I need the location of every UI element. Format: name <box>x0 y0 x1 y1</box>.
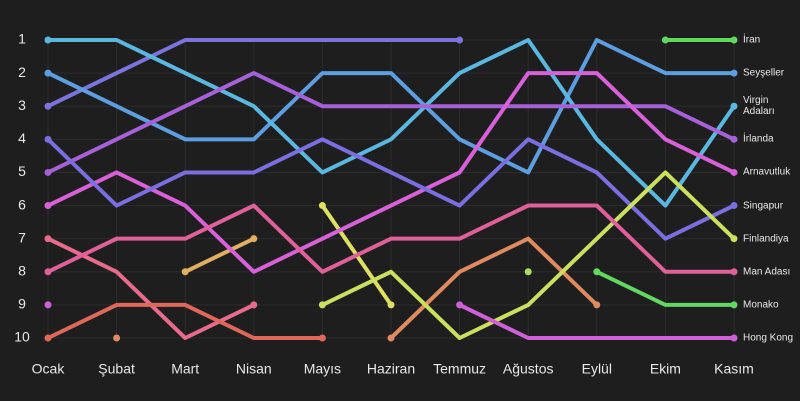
point <box>661 36 669 44</box>
series-line <box>46 137 736 241</box>
point <box>730 301 738 309</box>
y-tick-label: 4 <box>18 130 26 146</box>
point <box>456 301 464 309</box>
x-tick-label: Ekim <box>650 361 681 377</box>
x-tick-label: Temmuz <box>433 361 486 377</box>
x-tick-label: Şubat <box>98 361 135 377</box>
point <box>44 168 52 176</box>
x-tick-label: Mayıs <box>304 361 341 377</box>
series-line <box>594 269 736 307</box>
point <box>456 36 464 44</box>
point <box>730 36 738 44</box>
point <box>593 268 601 276</box>
y-tick-label: 9 <box>18 296 26 312</box>
series-line <box>46 38 736 208</box>
point <box>44 135 52 143</box>
x-tick-label: Nisan <box>236 361 272 377</box>
point <box>44 102 52 110</box>
point <box>44 301 52 309</box>
y-tick-label: 7 <box>18 229 26 245</box>
y-tick-label: 8 <box>18 262 26 278</box>
series-label: Virgin Adaları <box>743 95 775 118</box>
y-tick-label: 6 <box>18 196 26 212</box>
point <box>44 235 52 243</box>
series-label: Finlandiya <box>743 233 789 245</box>
x-tick-label: Mart <box>171 361 199 377</box>
point <box>730 168 738 176</box>
y-tick-label: 5 <box>18 163 26 179</box>
x-tick-label: Ocak <box>32 361 66 377</box>
series-line <box>46 38 736 175</box>
series-label: İrlanda <box>743 133 774 145</box>
y-tick-label: 3 <box>18 97 26 113</box>
point <box>318 301 326 309</box>
point <box>730 135 738 143</box>
point <box>181 268 189 276</box>
point <box>44 268 52 276</box>
point <box>387 301 395 309</box>
series-line <box>320 170 736 340</box>
series-label: Seyşeller <box>743 67 785 79</box>
point <box>730 334 738 342</box>
point <box>318 334 326 342</box>
series-line <box>46 71 736 175</box>
series-line <box>46 38 462 109</box>
series-line <box>457 302 736 340</box>
point <box>593 301 601 309</box>
point <box>44 202 52 210</box>
point <box>44 36 52 44</box>
x-tick-label: Ağustos <box>503 361 554 377</box>
series-line <box>46 71 736 274</box>
series-line <box>46 203 736 274</box>
series-label: Arnavutluk <box>743 166 791 178</box>
x-tick-label: Eylül <box>582 361 612 377</box>
y-tick-label: 1 <box>18 31 26 47</box>
point <box>730 202 738 210</box>
point <box>524 268 532 276</box>
series-label: Hong Kong <box>743 332 794 344</box>
series-label: Man Adası <box>743 266 791 278</box>
point <box>730 102 738 110</box>
point <box>250 301 258 309</box>
point <box>730 235 738 243</box>
series-label: Monako <box>743 299 779 311</box>
point <box>318 202 326 210</box>
point <box>250 235 258 243</box>
x-tick-label: Haziran <box>367 361 415 377</box>
point <box>44 334 52 342</box>
point <box>44 69 52 77</box>
series-label: Singapur <box>743 200 784 212</box>
series-line <box>46 302 325 340</box>
y-tick-label: 10 <box>14 329 30 345</box>
point <box>730 69 738 77</box>
y-tick-label: 2 <box>18 64 26 80</box>
series-line <box>183 236 256 274</box>
point <box>730 268 738 276</box>
point <box>113 334 121 342</box>
point <box>387 334 395 342</box>
series-label: İran <box>743 34 761 46</box>
x-tick-label: Kasım <box>714 361 754 377</box>
